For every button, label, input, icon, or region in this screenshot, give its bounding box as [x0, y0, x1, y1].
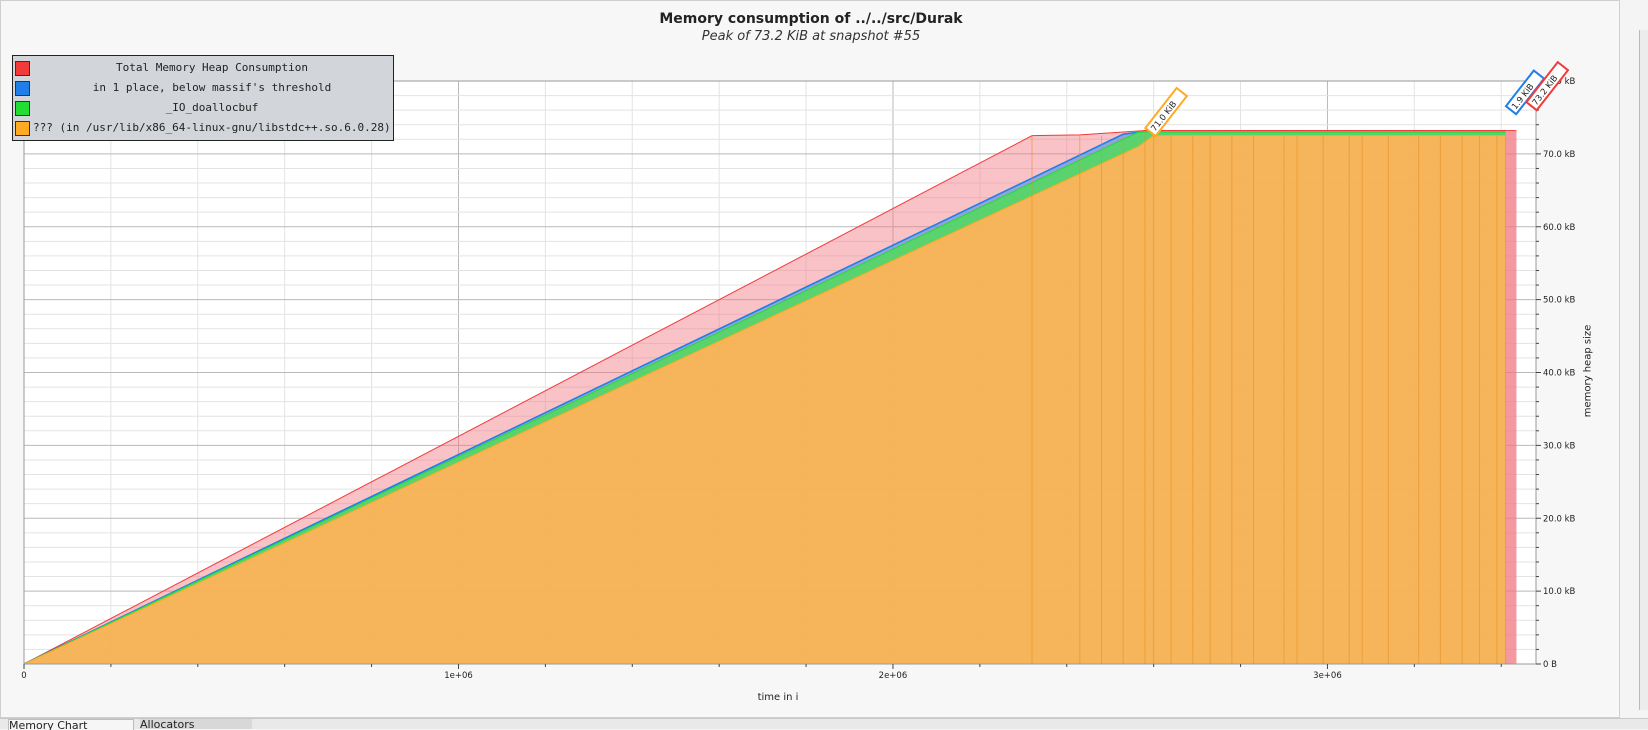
- legend-item: Total Memory Heap Consumption: [15, 58, 391, 78]
- annotation-box: [1143, 86, 1189, 138]
- legend-swatch: [15, 61, 30, 76]
- legend-item: _IO_doallocbuf: [15, 98, 391, 118]
- annotation-box: [1525, 60, 1570, 112]
- chart-subtitle: Peak of 73.2 KiB at snapshot #55: [701, 29, 921, 44]
- chart-legend: Total Memory Heap Consumption in 1 place,…: [12, 55, 394, 141]
- vertical-scrollbar[interactable]: [1639, 30, 1648, 710]
- tab-allocators[interactable]: Allocators: [140, 719, 252, 729]
- x-tick-label: 2e+06: [879, 671, 908, 681]
- y-tick-label: 10.0 kB: [1543, 587, 1576, 597]
- x-axis: 0 1e+06 2e+06 3e+06: [21, 664, 1502, 681]
- y-tick-label: 50.0 kB: [1543, 296, 1576, 306]
- tab-memory-chart[interactable]: Memory Chart: [8, 719, 134, 730]
- x-axis-label: time in i: [757, 692, 799, 703]
- y-axis-label: memory heap size: [1582, 324, 1594, 418]
- snapshot-markers: [1031, 135, 1507, 664]
- line-series-2: [23, 131, 1506, 665]
- legend-item: in 1 place, below massif's threshold: [15, 78, 391, 98]
- line-series-3: [23, 135, 1506, 665]
- legend-swatch: [15, 81, 30, 96]
- tab-label: Allocators: [140, 719, 195, 729]
- x-tick-label: 1e+06: [444, 671, 473, 681]
- y-tick-label: 0 B: [1543, 660, 1557, 670]
- legend-label: _IO_doallocbuf: [165, 101, 259, 114]
- legend-swatch: [15, 121, 30, 136]
- y-tick-label: 60.0 kB: [1543, 223, 1576, 233]
- legend-swatch: [15, 101, 30, 116]
- chart-title: Memory consumption of ../../src/Durak: [659, 11, 963, 27]
- bottom-tab-bar: Memory Chart Allocators: [0, 718, 1648, 730]
- y-tick-label: 70.0 kB: [1543, 150, 1576, 160]
- legend-label: ??? (in /usr/lib/x86_64-linux-gnu/libstd…: [33, 121, 391, 134]
- legend-item: ??? (in /usr/lib/x86_64-linux-gnu/libstd…: [15, 118, 391, 138]
- memory-chart[interactable]: 0 B 10.0 kB 20.0 kB 30.0 kB 40.0 kB 50.0 kB 60…: [0, 0, 1620, 718]
- legend-label: in 1 place, below massif's threshold: [92, 81, 332, 94]
- y-tick-label: 30.0 kB: [1543, 441, 1576, 451]
- y-tick-label: 20.0 kB: [1543, 514, 1576, 524]
- tail-area: [1505, 130, 1517, 664]
- tab-label: Memory Chart: [9, 719, 88, 730]
- y-tick-label: 40.0 kB: [1543, 369, 1576, 379]
- area-series-3: [24, 135, 1506, 664]
- annotation-0: 71.0 KiB: [1143, 86, 1189, 138]
- y-axis: 0 B 10.0 kB 20.0 kB 30.0 kB 40.0 kB 50.0 kB 60…: [1536, 77, 1576, 670]
- legend-label: Total Memory Heap Consumption: [115, 61, 309, 74]
- x-tick-label: 3e+06: [1313, 671, 1342, 681]
- x-tick-label: 0: [21, 671, 26, 681]
